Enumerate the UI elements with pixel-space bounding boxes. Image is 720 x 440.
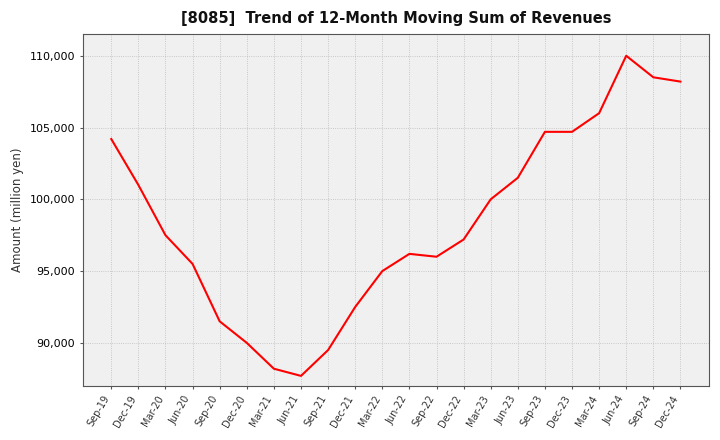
- Title: [8085]  Trend of 12-Month Moving Sum of Revenues: [8085] Trend of 12-Month Moving Sum of R…: [181, 11, 611, 26]
- Y-axis label: Amount (million yen): Amount (million yen): [11, 148, 24, 272]
